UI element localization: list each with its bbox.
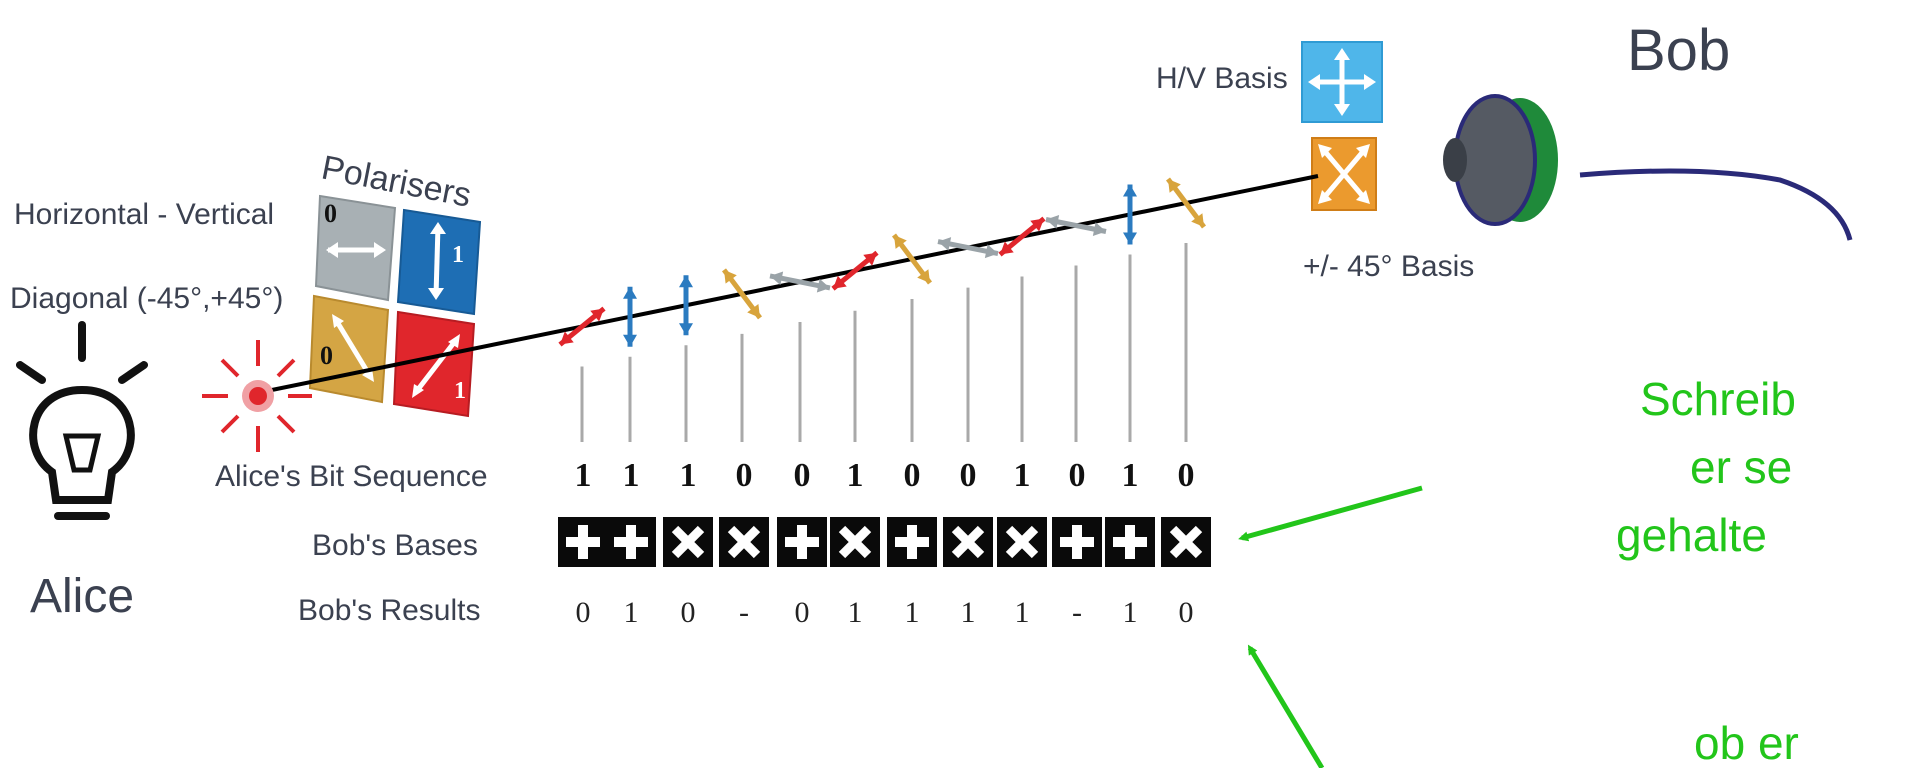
photon-gray-arrow <box>769 271 831 293</box>
alice-bit: 0 <box>1069 457 1086 494</box>
green-arrow-lower <box>1247 644 1325 770</box>
bob-result: 1 <box>961 596 976 629</box>
bob-result: - <box>739 596 749 629</box>
bob-result: 1 <box>1015 596 1030 629</box>
bob-result: 0 <box>1179 596 1194 629</box>
polariser-yellow-value: 0 <box>320 341 333 370</box>
horizontal-vertical-label: Horizontal - Vertical <box>14 198 274 231</box>
plus-basis-icon <box>1105 517 1155 567</box>
plus-basis-icon <box>606 517 656 567</box>
note-line-3: gehalte <box>1616 509 1767 561</box>
pm45-basis-icon <box>1311 137 1377 211</box>
hv-basis-label: H/V Basis <box>1156 62 1288 95</box>
bob-detector-icon <box>1443 94 1853 241</box>
bob-result: - <box>1072 596 1082 629</box>
alice-bit-sequence-label: Alice's Bit Sequence <box>215 460 488 493</box>
plus-basis-icon <box>1052 517 1102 567</box>
bob-result: 0 <box>795 596 810 629</box>
photon-yellow-arrow <box>722 268 762 320</box>
laser-source-icon <box>202 340 312 452</box>
photon-blue-arrow <box>679 275 693 336</box>
hv-basis-icon <box>1301 41 1383 123</box>
diagonal-label: Diagonal (-45°,+45°) <box>10 282 283 315</box>
photon-red-arrow <box>998 216 1046 257</box>
cross-basis-icon <box>943 517 993 567</box>
bob-result: 1 <box>848 596 863 629</box>
bob-result: 1 <box>624 596 639 629</box>
photon-yellow-arrow <box>1166 177 1206 229</box>
note-line-2: er se <box>1690 441 1793 493</box>
photon-red-arrow <box>558 306 606 347</box>
photon-blue-arrow <box>623 286 637 347</box>
bob-result: 1 <box>905 596 920 629</box>
photon-gray-arrow <box>937 237 999 259</box>
alice-bit: 0 <box>960 457 977 494</box>
polariser-red-value: 1 <box>454 378 466 404</box>
alice-label: Alice <box>30 570 134 623</box>
photon-yellow-arrow <box>892 233 932 285</box>
polariser-vertical: 1 <box>396 208 482 316</box>
cross-basis-icon <box>719 517 769 567</box>
alice-bit: 1 <box>623 457 640 494</box>
bobs-results-label: Bob's Results <box>298 594 480 627</box>
alice-bit: 0 <box>794 457 811 494</box>
bob-label: Bob <box>1627 18 1730 83</box>
photon-gray-arrow <box>1045 214 1107 237</box>
cross-basis-icon <box>997 517 1047 567</box>
plus-basis-icon <box>558 517 608 567</box>
note-line-4: ob er <box>1694 717 1799 769</box>
alice-bit: 1 <box>575 457 592 494</box>
alice-bit: 1 <box>1122 457 1139 494</box>
bob-result: 0 <box>681 596 696 629</box>
bobs-bases-label: Bob's Bases <box>312 529 478 562</box>
photon-red-arrow <box>831 250 879 291</box>
alice-lightbulb-icon <box>16 321 148 520</box>
cross-basis-icon <box>663 517 713 567</box>
polariser-blue-value: 1 <box>452 242 464 268</box>
cross-basis-icon <box>830 517 880 567</box>
alice-bit: 0 <box>1178 457 1195 494</box>
alice-bit: 1 <box>847 457 864 494</box>
note-line-1: Schreib <box>1640 373 1796 425</box>
alice-bit: 0 <box>736 457 753 494</box>
photon-blue-arrow <box>1123 184 1137 245</box>
alice-bit: 0 <box>904 457 921 494</box>
cross-basis-icon <box>1161 517 1211 567</box>
plus-basis-icon <box>777 517 827 567</box>
photon-beam-line <box>261 174 1319 394</box>
alice-bit: 1 <box>680 457 697 494</box>
polariser-diagonal-minus: 0 <box>308 294 390 404</box>
plus-basis-icon <box>887 517 937 567</box>
bob-result: 1 <box>1123 596 1138 629</box>
polariser-diagonal-plus: 1 <box>392 310 476 418</box>
pm45-basis-label: +/- 45° Basis <box>1303 250 1474 283</box>
alice-bit: 1 <box>1014 457 1031 494</box>
polariser-gray-value: 0 <box>324 199 337 228</box>
green-arrow-upper <box>1238 485 1423 542</box>
bob-result: 0 <box>576 596 591 629</box>
polariser-horizontal: 0 <box>314 194 397 302</box>
